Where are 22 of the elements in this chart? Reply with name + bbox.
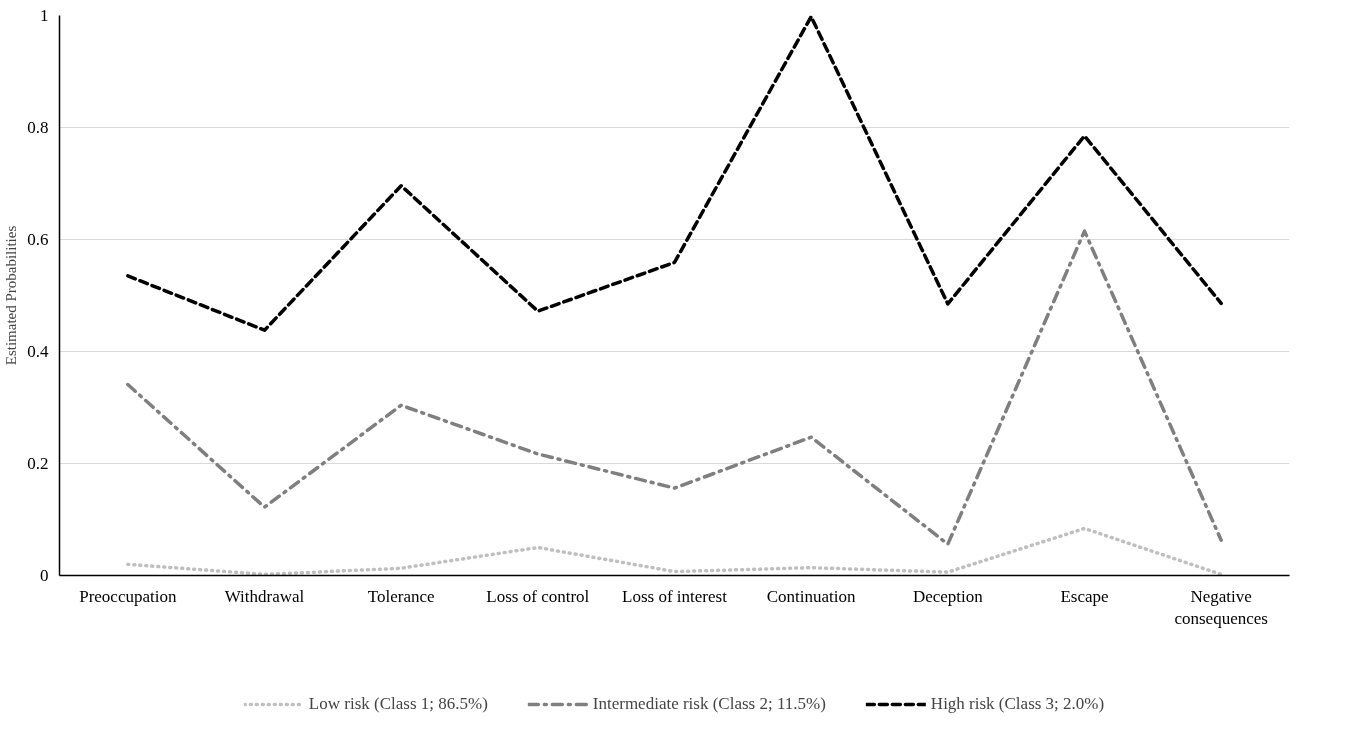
x-tick-label: Escape [1060,586,1109,606]
x-tick-label: Withdrawal [224,586,305,606]
line-series [126,526,1223,576]
y-tick-label: 0 [40,566,49,585]
x-tick-label: Loss of control [486,586,590,606]
x-tick-label: Continuation [766,586,857,606]
y-tick-label: 1 [40,6,49,25]
legend-label: Intermediate risk (Class 2; 11.5%) [592,694,826,714]
x-tick-label: Deception [912,586,984,606]
line-series [126,229,1223,546]
line-series [126,15,1223,332]
y-tick-label: 0.6 [27,230,49,249]
x-tick-label: Negative consequences [1174,586,1268,629]
y-axis-title: Estimated Probabilities [3,225,20,366]
legend-label: Low risk (Class 1; 86.5%) [308,694,488,714]
x-tick-label: Tolerance [367,586,435,606]
y-tick-label: 0.2 [27,454,49,473]
x-tick-label: Preoccupation [79,586,177,606]
y-tick-label: 0.4 [27,342,49,361]
x-tick-label: Loss of interest [622,586,728,606]
y-tick-label: 0.8 [27,118,49,137]
legend-label: High risk (Class 3; 2.0%) [930,694,1105,714]
